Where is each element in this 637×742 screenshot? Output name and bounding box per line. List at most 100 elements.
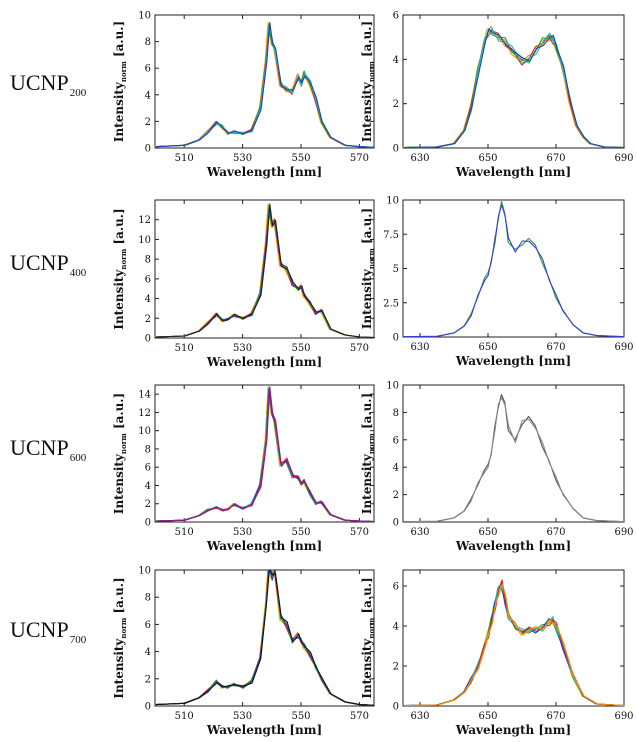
x-tick-label: 670 <box>546 342 565 353</box>
spectrum-line <box>402 581 624 706</box>
y-tick-label: 12 <box>138 408 151 419</box>
x-tick-label: 510 <box>175 153 194 164</box>
x-axis-label: Wavelength [nm] <box>206 165 322 179</box>
y-tick-label: 7.5 <box>383 230 399 241</box>
x-tick-label: 570 <box>350 153 369 164</box>
y-tick-label: 12 <box>138 215 151 226</box>
plot-frame <box>402 569 625 707</box>
x-tick-label: 630 <box>410 153 429 164</box>
y-axis-label-unit: [a.u.] <box>112 393 126 433</box>
y-tick-label: 10 <box>386 196 399 207</box>
row-label-ucnp400: UCNP400 <box>10 250 87 279</box>
spectrum-line <box>403 27 625 148</box>
x-tick-label: 650 <box>478 153 497 164</box>
plot-frame <box>154 14 375 149</box>
y-axis-label-main: Intensity <box>112 81 126 142</box>
chart-panel-5: 630 650 670 690 0 2 4 6 8 10 Wavelength [nm] Intens… <box>360 381 634 554</box>
y-tick-label: 10 <box>138 235 151 246</box>
spectrum-line <box>155 570 375 706</box>
spectrum-line <box>403 585 625 706</box>
x-tick-label: 690 <box>614 527 633 538</box>
plot-frame <box>154 569 375 707</box>
chart-panel-4: 510 530 550 570 0 2 4 6 8 10 12 14 Wavelength [nm] In… <box>112 384 375 553</box>
spectrum-line <box>402 587 624 706</box>
x-axis-label: Wavelength [nm] <box>455 165 571 179</box>
y-tick-label: 4 <box>145 647 151 658</box>
spectrum-line <box>154 570 374 706</box>
x-tick-label: 510 <box>175 527 194 538</box>
chart-panel-7: 630 650 670 690 0 2 4 6 Wavelength [nm] Intensity… <box>360 569 634 737</box>
y-axis-label-main: Intensity <box>360 638 374 699</box>
y-tick-label: 10 <box>386 381 399 392</box>
row-label-ucnp600: UCNP600 <box>10 435 87 464</box>
y-axis-label-unit: [a.u.] <box>112 21 126 61</box>
x-tick-label: 690 <box>614 711 633 722</box>
chart-panel-0: 510 530 550 570 0 2 4 6 8 10 Wavelength [nm] Intens… <box>112 11 375 179</box>
spectrum-line <box>155 570 374 706</box>
y-tick-label: 4 <box>145 90 151 101</box>
row-label-ucnp200: UCNP200 <box>10 70 87 99</box>
y-axis-label-unit: [a.u.] <box>112 208 126 248</box>
x-tick-label: 570 <box>350 711 369 722</box>
x-tick-label: 630 <box>410 527 429 538</box>
y-tick-label: 0 <box>393 518 399 529</box>
x-tick-label: 570 <box>350 343 369 354</box>
chart-panel-6: 510 530 550 570 0 2 4 6 8 10 Wavelength [nm] Intens… <box>112 566 375 737</box>
y-axis-label: Intensitynorm [a.u.] <box>112 577 128 698</box>
x-axis-label: Wavelength [nm] <box>455 539 571 553</box>
x-tick-label: 550 <box>291 343 310 354</box>
spectrum-line <box>155 386 375 522</box>
spectrum-line <box>403 579 625 706</box>
y-tick-label: 0 <box>393 702 399 713</box>
y-tick-label: 6 <box>145 463 151 474</box>
x-tick-label: 570 <box>350 527 369 538</box>
y-tick-label: 6 <box>393 582 399 593</box>
spectrum-line <box>402 25 624 148</box>
y-axis-label-sub: norm <box>367 248 376 269</box>
row-label-ucnp700: UCNP700 <box>10 617 87 646</box>
y-axis-label: Intensitynorm [a.u.] <box>112 208 128 329</box>
x-tick-label: 630 <box>410 711 429 722</box>
x-tick-label: 690 <box>614 342 633 353</box>
y-axis-label: Intensitynorm [a.u.] <box>360 208 376 329</box>
spectrum-line <box>402 394 624 522</box>
y-axis-label-sub: norm <box>367 617 376 638</box>
x-axis-label: Wavelength [nm] <box>206 355 322 369</box>
chart-panel-3: 630 650 670 690 0 2.5 5 7.5 10 Wavelength [nm] Int… <box>360 196 634 369</box>
y-tick-label: 2.5 <box>383 298 399 309</box>
y-axis-label-main: Intensity <box>360 81 374 142</box>
x-tick-label: 670 <box>546 711 565 722</box>
y-tick-label: 2 <box>393 99 399 110</box>
y-tick-label: 8 <box>145 255 151 266</box>
x-tick-label: 530 <box>233 527 252 538</box>
x-tick-label: 530 <box>233 343 252 354</box>
spectrum-line <box>155 570 375 706</box>
y-axis-label-unit: [a.u.] <box>360 208 374 248</box>
chart-panel-2: 510 530 550 570 0 2 4 6 8 10 12 Wavelength [nm] Inte… <box>112 199 375 369</box>
y-tick-label: 10 <box>138 11 151 22</box>
spectrum-line <box>402 583 624 706</box>
spectrum-line <box>403 583 625 706</box>
plot-frame <box>402 199 625 338</box>
x-tick-label: 550 <box>291 527 310 538</box>
y-tick-label: 2 <box>393 490 399 501</box>
y-axis-label-sub: norm <box>119 433 128 454</box>
y-tick-label: 2 <box>393 662 399 673</box>
plot-frame <box>402 14 625 149</box>
y-tick-label: 0 <box>393 333 399 344</box>
x-tick-label: 650 <box>478 527 497 538</box>
y-axis-label-unit: [a.u.] <box>112 577 126 617</box>
y-tick-label: 4 <box>393 622 399 633</box>
y-tick-label: 14 <box>138 390 151 401</box>
y-axis-label: Intensitynorm [a.u.] <box>112 393 128 514</box>
y-axis-label-sub: norm <box>119 61 128 82</box>
spectrum-line <box>155 26 375 148</box>
x-tick-label: 650 <box>478 342 497 353</box>
y-axis-label-unit: [a.u.] <box>360 21 374 61</box>
spectrum-line <box>154 28 374 148</box>
plot-frame <box>154 199 375 339</box>
spectrum-line <box>403 204 625 337</box>
y-tick-label: 0 <box>145 144 151 155</box>
x-tick-label: 670 <box>546 153 565 164</box>
y-axis-label-main: Intensity <box>360 268 374 329</box>
